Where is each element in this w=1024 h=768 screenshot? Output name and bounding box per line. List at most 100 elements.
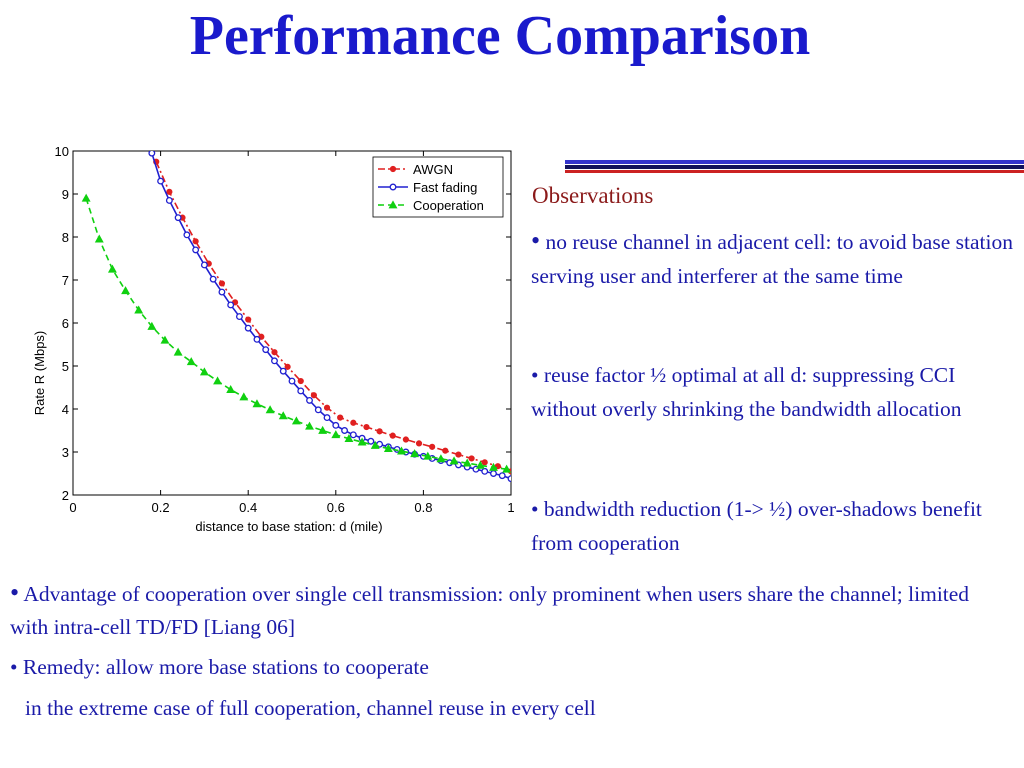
y-tick-label: 8: [62, 230, 69, 245]
data-point: [284, 363, 291, 370]
data-point: [186, 357, 196, 366]
x-tick-label: 0.2: [152, 500, 170, 515]
legend-marker: [388, 200, 398, 209]
y-tick-label: 10: [55, 144, 69, 159]
data-point: [297, 377, 304, 385]
series-awgn: [153, 158, 511, 475]
data-point: [410, 449, 420, 458]
data-point: [244, 324, 252, 332]
data-point: [415, 440, 423, 447]
data-point: [357, 437, 367, 446]
data-point: [218, 288, 226, 296]
data-point: [81, 193, 91, 202]
data-point: [462, 458, 472, 467]
data-point: [370, 440, 380, 449]
bullet-icon: •: [10, 578, 20, 607]
series-line: [85, 198, 507, 470]
y-tick-label: 3: [62, 445, 69, 460]
y-tick-label: 7: [62, 273, 69, 288]
x-tick-label: 0.4: [239, 500, 257, 515]
data-point: [489, 462, 498, 471]
observation-item: • bandwidth reduction (1-> ½) over-shado…: [531, 492, 1013, 560]
data-point: [314, 406, 322, 414]
data-point: [481, 467, 489, 475]
data-point: [332, 421, 340, 429]
data-point: [165, 196, 173, 204]
data-point: [383, 443, 393, 452]
y-tick-label: 5: [62, 359, 69, 374]
data-point: [94, 234, 104, 243]
data-point: [349, 431, 357, 439]
data-point: [344, 434, 354, 443]
data-point: [173, 347, 183, 356]
data-point: [278, 411, 288, 420]
data-point: [490, 470, 497, 477]
observation-item: • reuse factor ½ optimal at all d: suppr…: [531, 358, 1013, 426]
data-point: [310, 392, 317, 399]
data-point: [389, 432, 396, 439]
data-point: [331, 430, 341, 439]
data-point: [239, 392, 249, 401]
data-point: [318, 425, 328, 434]
bottom-bullet-text: Advantage of cooperation over single cel…: [10, 582, 970, 639]
data-point: [262, 346, 270, 354]
data-point: [475, 460, 485, 469]
data-point: [279, 367, 287, 375]
data-point: [363, 423, 370, 431]
legend-label: Fast fading: [413, 180, 477, 195]
data-point: [245, 316, 252, 323]
decorative-band-red: [565, 170, 1024, 173]
data-point: [323, 414, 331, 422]
data-point: [305, 421, 314, 430]
data-point: [252, 399, 262, 408]
data-point: [253, 335, 261, 343]
data-point: [291, 416, 301, 425]
legend-marker: [389, 183, 397, 191]
x-tick-label: 0: [69, 500, 76, 515]
y-tick-label: 6: [62, 316, 69, 331]
chart-series: [81, 151, 511, 483]
data-point: [200, 261, 208, 269]
data-point: [226, 385, 236, 394]
data-point: [367, 437, 375, 445]
bottom-bullet: • Advantage of cooperation over single c…: [10, 576, 1010, 644]
observation-text: bandwidth reduction (1-> ½) over-shadows…: [531, 497, 982, 555]
observation-item: • no reuse channel in adjacent cell: to …: [531, 224, 1013, 293]
data-point: [157, 177, 165, 185]
data-point: [297, 387, 305, 395]
y-tick-label: 4: [62, 402, 69, 417]
data-point: [199, 367, 209, 376]
x-tick-label: 0.6: [327, 500, 345, 515]
data-point: [121, 286, 131, 295]
series-line: [155, 161, 511, 473]
bullet-icon: •: [531, 363, 539, 387]
data-point: [265, 405, 275, 414]
bullet-icon: •: [531, 226, 541, 255]
legend-marker: [389, 165, 397, 173]
legend-label: Cooperation: [413, 198, 484, 213]
observation-text: no reuse channel in adjacent cell: to av…: [531, 230, 1013, 288]
data-point: [481, 459, 488, 466]
data-point: [468, 455, 475, 462]
observations-heading: Observations: [532, 183, 654, 208]
data-point: [235, 313, 243, 320]
data-point: [148, 151, 156, 157]
legend-label: AWGN: [413, 162, 453, 177]
data-point: [218, 280, 226, 287]
data-point: [323, 404, 331, 411]
data-point: [455, 451, 462, 458]
data-point: [341, 427, 349, 434]
data-point: [147, 321, 157, 330]
data-point: [337, 414, 344, 421]
data-point: [192, 246, 200, 254]
data-point: [209, 275, 217, 283]
y-tick-label: 9: [62, 187, 69, 202]
rate-vs-distance-chart: 0 0.2 0.4 0.6 0.8 1 2 3 4 5 6 7 8 9 10 AWGN Fast fading…: [32, 144, 515, 534]
bullet-icon: •: [531, 497, 539, 521]
data-point: [183, 231, 191, 239]
data-point: [160, 335, 170, 344]
slide-title: Performance Comparison: [189, 5, 811, 67]
data-point: [423, 451, 433, 460]
data-point: [442, 447, 449, 454]
data-point: [397, 446, 406, 455]
